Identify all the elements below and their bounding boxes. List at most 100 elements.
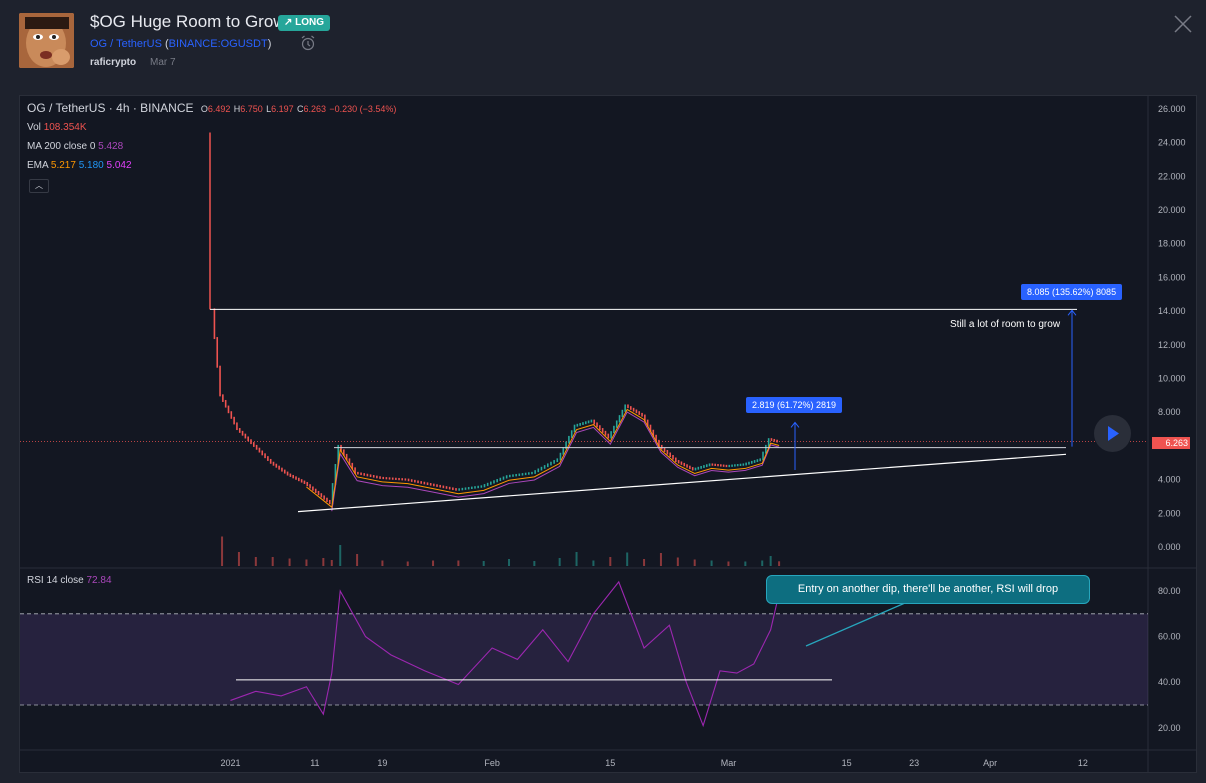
idea-header: $OG Huge Room to Grow ↗ LONG OG / Tether… bbox=[0, 0, 1206, 90]
rsi-axis-tick: 20.00 bbox=[1158, 723, 1181, 733]
rsi-callout-note[interactable]: Entry on another dip, there'll be anothe… bbox=[766, 575, 1090, 604]
candle bbox=[559, 452, 562, 461]
legend-row-ema[interactable]: EMA 5.217 5.180 5.042 bbox=[27, 160, 132, 171]
legend-collapse-button[interactable]: ︿ bbox=[29, 179, 49, 193]
price-axis-tick: 20.000 bbox=[1158, 205, 1186, 215]
volume-bar bbox=[254, 557, 257, 566]
candle bbox=[596, 422, 598, 428]
candle bbox=[227, 405, 230, 414]
rsi-label: RSI 14 close bbox=[27, 575, 84, 586]
candle bbox=[722, 464, 725, 467]
candle bbox=[720, 464, 722, 467]
candle bbox=[666, 449, 669, 455]
volume-bar bbox=[575, 552, 578, 566]
candle bbox=[357, 471, 359, 475]
candle bbox=[314, 488, 317, 493]
candle bbox=[547, 463, 549, 468]
symbol-link[interactable]: OG / TetherUS (BINANCE:OGUSDT) bbox=[90, 38, 271, 50]
symbol-name[interactable]: OG / TetherUS bbox=[90, 38, 162, 50]
candle bbox=[531, 471, 533, 475]
room-to-grow-note[interactable]: Still a lot of room to grow bbox=[950, 319, 1061, 330]
price-axis-tick: 10.000 bbox=[1158, 374, 1186, 384]
candle bbox=[553, 460, 555, 464]
candle bbox=[680, 461, 683, 465]
candle bbox=[521, 473, 524, 476]
candle bbox=[388, 477, 391, 480]
candle bbox=[423, 481, 426, 485]
volume-bar bbox=[508, 559, 511, 566]
candle bbox=[471, 486, 473, 490]
candle bbox=[708, 463, 711, 467]
candle bbox=[283, 469, 286, 474]
author-name[interactable]: raficrypto bbox=[90, 57, 137, 68]
candle bbox=[363, 473, 366, 476]
candle bbox=[621, 409, 624, 418]
rsi-axis-tick: 80.00 bbox=[1158, 586, 1181, 596]
candle bbox=[550, 461, 552, 466]
ohlc-high: 6.750 bbox=[240, 104, 263, 114]
volume-bar bbox=[643, 559, 646, 566]
candle bbox=[458, 488, 460, 491]
candle bbox=[213, 308, 216, 340]
candle bbox=[607, 433, 610, 439]
legend-row-ma[interactable]: MA 200 close 0 5.428 bbox=[27, 141, 123, 152]
ema-line bbox=[306, 408, 780, 509]
rsi-axis-tick: 60.00 bbox=[1158, 632, 1181, 642]
rsi-value: 72.84 bbox=[86, 575, 112, 586]
alarm-clock-icon[interactable] bbox=[300, 35, 316, 51]
candle bbox=[750, 460, 753, 464]
candle bbox=[334, 463, 337, 486]
legend-row-rsi[interactable]: RSI 14 close 72.84 bbox=[27, 575, 112, 586]
symbol-full[interactable]: BINANCE:OGUSDT bbox=[168, 38, 268, 50]
candle bbox=[694, 467, 697, 471]
candle bbox=[480, 485, 483, 488]
long-badge: ↗ LONG bbox=[278, 15, 331, 31]
candle bbox=[395, 477, 397, 480]
candle bbox=[739, 463, 742, 466]
measure-callout-small[interactable]: 2.819 (61.72%) 2819 bbox=[746, 397, 843, 413]
candle bbox=[644, 414, 646, 422]
candle bbox=[429, 483, 432, 486]
measure-callout-large[interactable]: 8.085 (135.62%) 8085 bbox=[1021, 284, 1123, 300]
candle bbox=[700, 465, 702, 469]
idea-title: $OG Huge Room to Grow bbox=[90, 12, 286, 31]
vol-value: 108.354K bbox=[43, 122, 87, 133]
candle bbox=[627, 404, 629, 409]
ohlc-l-label: L bbox=[266, 104, 272, 114]
candle bbox=[467, 487, 470, 490]
play-icon bbox=[1108, 426, 1119, 441]
candle bbox=[281, 467, 283, 472]
candle bbox=[537, 468, 540, 473]
price-axis-tick: 0.000 bbox=[1158, 542, 1181, 552]
candle bbox=[499, 477, 502, 482]
ma-value: 5.428 bbox=[98, 141, 124, 152]
candle bbox=[618, 415, 621, 423]
close-icon[interactable] bbox=[1172, 13, 1194, 35]
author-avatar[interactable] bbox=[19, 13, 74, 68]
symbol-paren-close: ) bbox=[267, 38, 272, 50]
price-axis-tick: 18.000 bbox=[1158, 239, 1186, 249]
candle bbox=[528, 472, 530, 475]
volume-bar bbox=[339, 545, 342, 566]
candle bbox=[663, 447, 666, 452]
candle bbox=[736, 463, 739, 467]
ohlc-open: 6.492 bbox=[207, 104, 231, 114]
candle bbox=[452, 487, 454, 491]
candle bbox=[576, 423, 579, 427]
play-button[interactable] bbox=[1094, 415, 1131, 452]
legend-row-vol[interactable]: Vol 108.354K bbox=[27, 122, 87, 133]
candle bbox=[354, 467, 356, 474]
candle bbox=[705, 464, 708, 468]
candle bbox=[351, 462, 354, 470]
candle bbox=[762, 451, 764, 461]
candle bbox=[691, 467, 694, 471]
candle bbox=[725, 464, 728, 468]
candle bbox=[534, 470, 536, 474]
candle bbox=[300, 479, 303, 483]
ohlc-change: −0.230 (−3.54%) bbox=[329, 104, 397, 114]
candle bbox=[655, 434, 657, 442]
price-axis-tick: 16.000 bbox=[1158, 272, 1186, 282]
price-axis-tick: 12.000 bbox=[1158, 340, 1186, 350]
candle bbox=[646, 419, 649, 427]
